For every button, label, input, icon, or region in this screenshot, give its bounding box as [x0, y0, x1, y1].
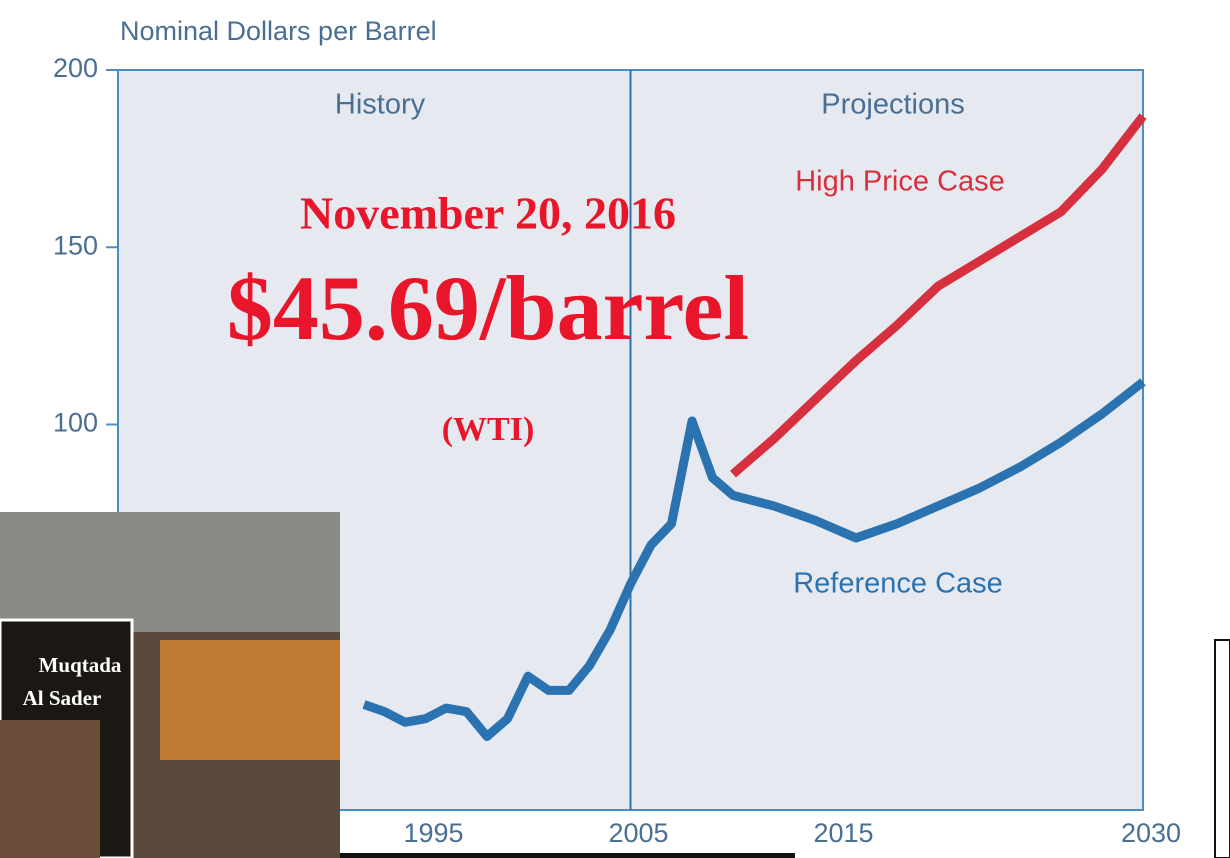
region-label: History — [335, 89, 426, 121]
headline-note: (WTI) — [442, 411, 535, 448]
legend-label: High Price Case — [795, 166, 1005, 198]
y-tick-label: 150 — [53, 230, 98, 260]
photo-face — [0, 720, 100, 858]
photo-sky — [0, 512, 340, 632]
y-tick-label: 100 — [53, 408, 98, 438]
frame-right — [1215, 640, 1230, 858]
x-tick-label: 2005 — [608, 818, 668, 848]
y-tick-label: 200 — [53, 53, 98, 83]
frame-bar — [340, 853, 795, 858]
headline-price: $45.69/barrel — [227, 257, 749, 359]
x-tick-label: 1995 — [403, 818, 463, 848]
chart: Nominal Dollars per Barrel 100 150 200 1995… — [0, 0, 1230, 858]
axis-label: Nominal Dollars per Barrel — [120, 16, 437, 46]
photo-caption: Al Sader — [23, 686, 102, 710]
x-tick-label: 2015 — [813, 818, 873, 848]
headline-date: November 20, 2016 — [300, 188, 676, 239]
photo-fire — [160, 640, 340, 760]
region-label: Projections — [821, 89, 964, 121]
legend-label: Reference Case — [793, 568, 1003, 600]
x-tick-label: 2030 — [1121, 818, 1181, 848]
photo-caption: Muqtada — [39, 653, 122, 677]
